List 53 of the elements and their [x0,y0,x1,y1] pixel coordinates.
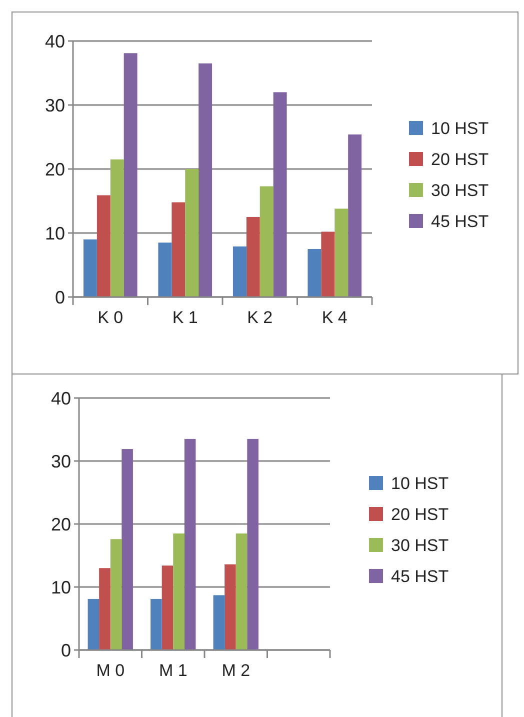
bar [99,568,110,650]
bar [247,438,258,650]
bar [83,239,97,297]
bar [213,595,225,650]
legend-label: 30 HST [431,180,489,200]
bar [224,564,236,650]
bar [88,598,100,650]
bar [185,169,199,297]
bar [110,539,122,650]
legend-label: 10 HST [431,118,489,138]
x-tick-label: M 2 [222,661,250,680]
legend-label: 45 HST [431,212,489,231]
bar [232,246,246,297]
x-tick-label: K 2 [247,308,273,327]
bar [122,449,133,650]
bar [173,533,184,650]
bar [110,159,124,297]
y-tick-label: 20 [50,514,71,534]
legend-label: 10 HST [391,474,449,493]
bar [348,134,362,297]
x-tick-label: M 0 [96,661,125,680]
bar [246,217,260,297]
x-tick-label: K 0 [98,308,124,327]
y-tick-label: 10 [44,223,65,244]
x-tick-label: K 4 [322,308,348,327]
bar [321,232,335,297]
y-tick-label: 40 [44,31,65,52]
y-tick-label: 20 [44,159,65,180]
y-tick-label: 10 [50,577,71,598]
bar [124,53,138,297]
y-tick-label: 30 [44,95,65,116]
bar [162,566,174,650]
bar [198,63,212,297]
bar [184,438,196,650]
legend-label: 20 HST [391,504,449,524]
legend-label: 45 HST [391,566,449,586]
bar [96,195,110,297]
bar [260,186,274,297]
x-tick-label: M 1 [158,661,188,680]
y-tick-label: 40 [50,388,71,408]
x-tick-label: K 1 [172,308,198,327]
y-tick-label: 30 [50,451,71,472]
bar [158,242,172,297]
bar [334,208,348,297]
y-tick-label: 0 [60,640,71,660]
legend-label: 30 HST [391,536,449,555]
bar [236,533,248,650]
legend-label: 20 HST [431,150,489,169]
y-tick-label: 0 [54,287,65,308]
bar [273,92,287,297]
bar [172,202,186,297]
bar [150,598,162,650]
bar [308,249,322,297]
